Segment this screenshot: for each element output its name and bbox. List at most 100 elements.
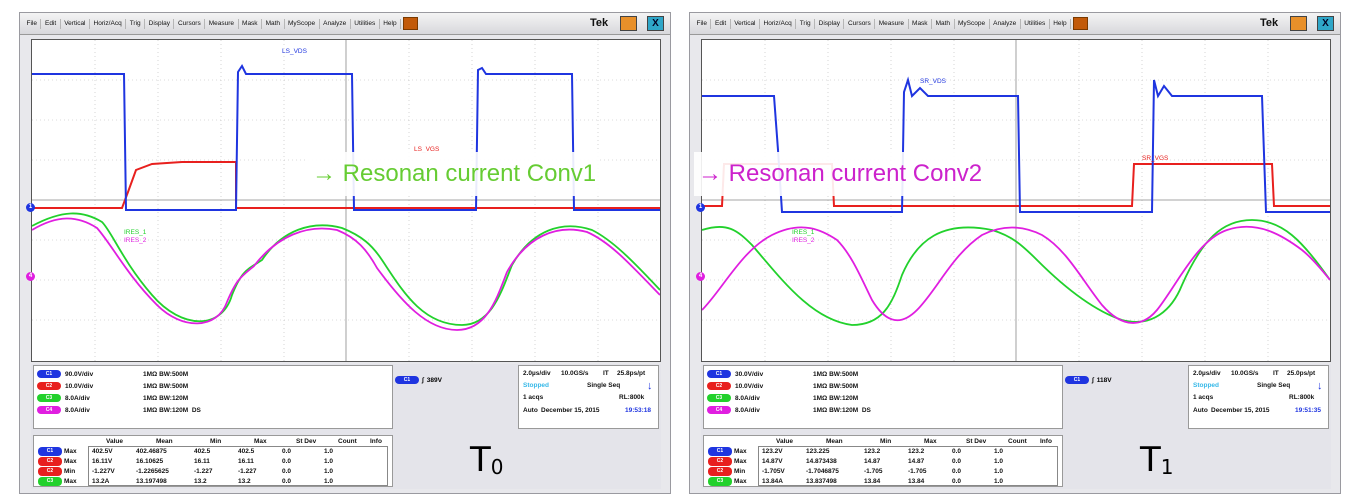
close-icon[interactable]: X bbox=[1317, 16, 1334, 31]
menu-cursors[interactable]: Cursors bbox=[844, 18, 876, 29]
menu-edit[interactable]: Edit bbox=[41, 18, 61, 29]
menu-trig[interactable]: Trig bbox=[796, 18, 816, 29]
menu-help[interactable]: Help bbox=[1050, 18, 1072, 29]
meas-row-mean: 13.197498 bbox=[136, 478, 167, 485]
close-icon[interactable]: X bbox=[647, 16, 664, 31]
menu-horiz-acq[interactable]: Horiz/Acq bbox=[90, 18, 127, 29]
sequence-mode: Single Seq bbox=[587, 382, 621, 389]
ch4-bandwidth: BW:120M bbox=[829, 406, 859, 414]
ch2-chip[interactable]: C2 bbox=[37, 382, 61, 390]
timebase-readout[interactable]: 2.0µs/div 10.0GS/s IT 25.8ps/pt Stopped … bbox=[518, 365, 659, 429]
capture-time: 19:51:35 bbox=[1295, 407, 1322, 414]
meas-row-type: Min bbox=[734, 468, 746, 475]
meas-grid bbox=[88, 446, 388, 486]
acq-mode: IT bbox=[1273, 370, 1279, 377]
sequence-mode: Single Seq bbox=[1257, 382, 1291, 389]
meas-row-max: 13.2 bbox=[238, 478, 251, 485]
meas-header-max: Max bbox=[924, 438, 937, 445]
capture-time: 19:53:18 bbox=[625, 407, 652, 414]
ch2-scale: 10.0V/div bbox=[735, 382, 764, 390]
meas-row-min: 13.84 bbox=[864, 478, 881, 485]
trigger-mode: Auto bbox=[523, 407, 538, 414]
meas-row-mean: -1.2265625 bbox=[136, 468, 169, 475]
meas-header-info: Info bbox=[370, 438, 382, 445]
menu-utilities[interactable]: Utilities bbox=[351, 18, 380, 29]
meas-row-min: 123.2 bbox=[864, 448, 881, 455]
acq-state: Stopped bbox=[1193, 382, 1219, 389]
menu-cursors[interactable]: Cursors bbox=[174, 18, 206, 29]
waveform-traces bbox=[32, 40, 660, 361]
timebase-readout[interactable]: 2.0µs/div 10.0GS/s IT 25.0ps/pt Stopped … bbox=[1188, 365, 1329, 429]
sample-rate: 10.0GS/s bbox=[1231, 370, 1259, 377]
ch4-chip[interactable]: C4 bbox=[707, 406, 731, 414]
meas-row-min: 13.2 bbox=[194, 478, 207, 485]
meas-row-max: 402.5 bbox=[238, 448, 255, 455]
meas-row-type: Min bbox=[64, 468, 76, 475]
meas-row-count: 1.0 bbox=[994, 448, 1004, 455]
ch3-chip[interactable]: C3 bbox=[37, 394, 61, 402]
capture-date: December 15, 2015 bbox=[1211, 407, 1270, 414]
channel-settings[interactable]: C1 30.0V/div 1MΩ BW:500M C2 10.0V/div 1MΩ BW… bbox=[703, 365, 1063, 429]
deskew-indicator: DS bbox=[861, 406, 871, 414]
trace-label-vds: SR_VDS bbox=[920, 78, 947, 85]
waveform-display[interactable]: 1 4 LS_VDS LS_VGS IRES_1 IRES_2 bbox=[26, 39, 661, 362]
menu-file[interactable]: File bbox=[23, 18, 42, 29]
menu-mask[interactable]: Mask bbox=[909, 18, 933, 29]
measurement-table[interactable]: Value Mean Min Max St Dev Count Info C1 M… bbox=[33, 435, 393, 487]
menu-myscope[interactable]: MyScope bbox=[285, 18, 320, 29]
trigger-readout[interactable]: C1 ∫ 389V bbox=[395, 374, 473, 386]
ch1-chip[interactable]: C1 bbox=[707, 370, 731, 378]
menu-math[interactable]: Math bbox=[932, 18, 955, 29]
trigger-edge-icon: ∫ bbox=[1092, 376, 1094, 384]
waveform-display[interactable]: 1 4 SR_VDS SR_VGS IRES_1 IRES_2 bbox=[696, 39, 1331, 362]
ch1-position-marker[interactable]: 1 bbox=[696, 203, 705, 212]
meas-row-channel: C3 bbox=[38, 477, 62, 486]
menu-file[interactable]: File bbox=[693, 18, 712, 29]
ch3-chip[interactable]: C3 bbox=[707, 394, 731, 402]
menu-analyze[interactable]: Analyze bbox=[990, 18, 1021, 29]
menu-vertical[interactable]: Vertical bbox=[61, 18, 91, 29]
ch2-impedance: 1MΩ bbox=[813, 382, 828, 390]
record-length: RL:800k bbox=[619, 394, 645, 401]
ch3-impedance: 1MΩ bbox=[143, 394, 158, 402]
ch4-chip[interactable]: C4 bbox=[37, 406, 61, 414]
channel-settings[interactable]: C1 90.0V/div 1MΩ BW:500M C2 10.0V/div 1MΩ BW… bbox=[33, 365, 393, 429]
scope-window-t1: File Edit Vertical Horiz/Acq Trig Displa… bbox=[689, 12, 1341, 494]
meas-row-value: 14.87V bbox=[762, 458, 783, 465]
menu-mask[interactable]: Mask bbox=[239, 18, 263, 29]
menu-display[interactable]: Display bbox=[145, 18, 175, 29]
ch4-scale: 8.0A/div bbox=[65, 406, 90, 414]
menu-utilities[interactable]: Utilities bbox=[1021, 18, 1050, 29]
ch4-position-marker[interactable]: 4 bbox=[696, 272, 705, 281]
meas-grid bbox=[758, 446, 1058, 486]
meas-row-min: 402.5 bbox=[194, 448, 211, 455]
minimize-icon[interactable] bbox=[620, 16, 637, 31]
ch3-bandwidth: BW:120M bbox=[829, 394, 859, 402]
menu-edit[interactable]: Edit bbox=[711, 18, 731, 29]
menu-trig[interactable]: Trig bbox=[126, 18, 146, 29]
menu-horiz-acq[interactable]: Horiz/Acq bbox=[760, 18, 797, 29]
measurement-table[interactable]: Value Mean Min Max St Dev Count Info C1 M… bbox=[703, 435, 1063, 487]
meas-row-value: 16.11V bbox=[92, 458, 113, 465]
meas-row-channel: C2 bbox=[38, 457, 62, 466]
menu-help[interactable]: Help bbox=[380, 18, 402, 29]
menu-dropdown-icon[interactable] bbox=[403, 17, 419, 30]
menu-display[interactable]: Display bbox=[815, 18, 845, 29]
ch4-position-marker[interactable]: 4 bbox=[26, 272, 35, 281]
trigger-readout[interactable]: C1 ∫ 118V bbox=[1065, 374, 1143, 386]
menu-myscope[interactable]: MyScope bbox=[955, 18, 990, 29]
meas-row-count: 1.0 bbox=[324, 458, 334, 465]
menu-math[interactable]: Math bbox=[262, 18, 285, 29]
trace-ch1-vds bbox=[702, 76, 1330, 213]
ch1-chip[interactable]: C1 bbox=[37, 370, 61, 378]
minimize-icon[interactable] bbox=[1290, 16, 1307, 31]
meas-row-max: 14.87 bbox=[908, 458, 925, 465]
ch2-chip[interactable]: C2 bbox=[707, 382, 731, 390]
ch1-position-marker[interactable]: 1 bbox=[26, 203, 35, 212]
menu-measure[interactable]: Measure bbox=[875, 18, 909, 29]
menu-dropdown-icon[interactable] bbox=[1073, 17, 1089, 30]
menu-vertical[interactable]: Vertical bbox=[731, 18, 761, 29]
meas-row-value: 123.2V bbox=[762, 448, 783, 455]
menu-measure[interactable]: Measure bbox=[205, 18, 239, 29]
menu-analyze[interactable]: Analyze bbox=[320, 18, 351, 29]
